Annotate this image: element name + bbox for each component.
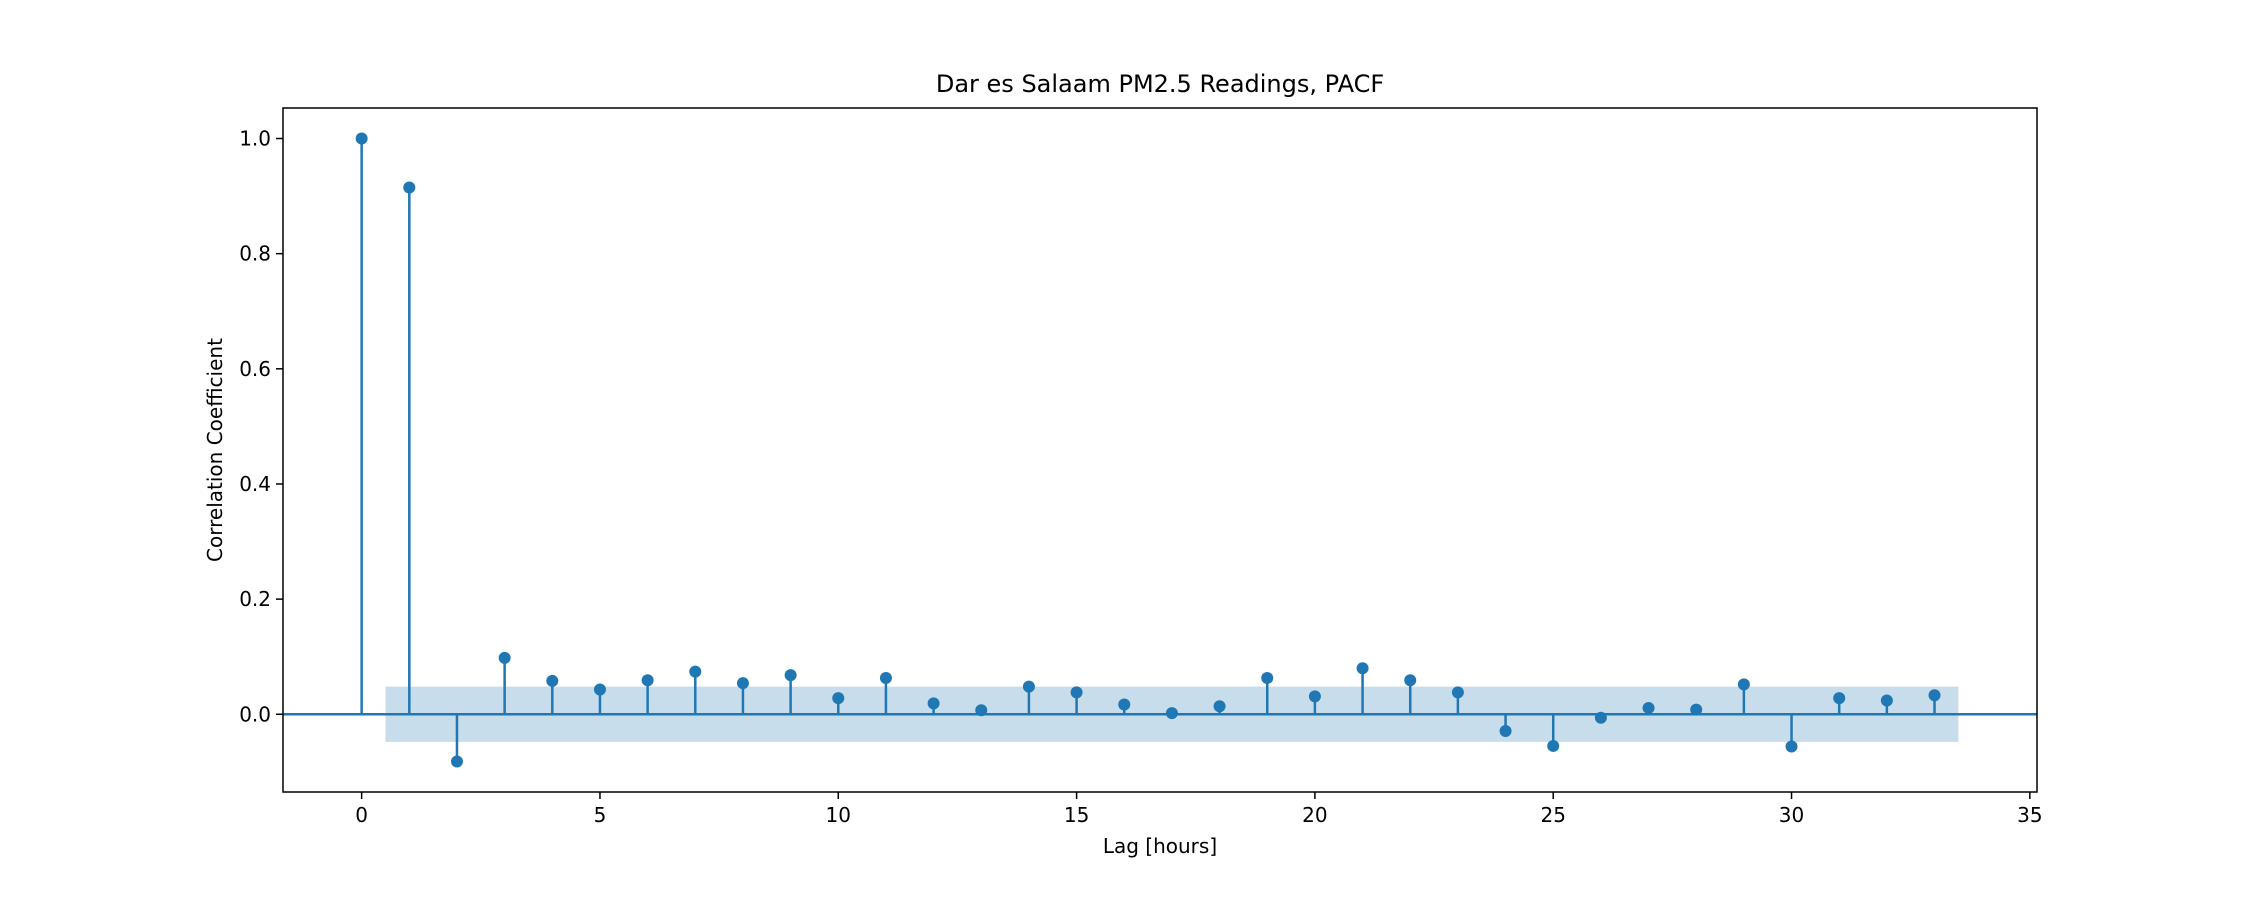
marker-lag-18 — [1213, 700, 1226, 713]
y-tick-label: 0.0 — [239, 702, 271, 726]
marker-lag-30 — [1785, 740, 1798, 753]
plot-frame — [282, 107, 2038, 793]
marker-lag-2 — [450, 755, 463, 768]
marker-lag-20 — [1308, 690, 1321, 703]
x-axis-label: Lag [hours] — [1103, 834, 1217, 858]
marker-lag-11 — [879, 672, 892, 684]
marker-lag-7 — [689, 665, 702, 678]
marker-lag-26 — [1594, 711, 1607, 724]
y-tick-label: 0.6 — [239, 357, 271, 381]
x-tick-label: 25 — [1540, 803, 1565, 827]
marker-lag-27 — [1642, 701, 1655, 714]
x-tick-label: 0 — [355, 803, 368, 827]
marker-lag-1 — [403, 181, 416, 194]
x-tick-label: 30 — [1779, 803, 1804, 827]
marker-lag-24 — [1499, 724, 1512, 737]
chart-title: Dar es Salaam PM2.5 Readings, PACF — [936, 70, 1384, 98]
y-tick-label: 1.0 — [239, 127, 271, 151]
marker-lag-15 — [1070, 686, 1083, 699]
x-tick-label: 20 — [1302, 803, 1327, 827]
marker-lag-8 — [736, 677, 749, 690]
marker-lag-0 — [355, 132, 368, 145]
marker-lag-3 — [498, 651, 511, 664]
marker-lag-29 — [1737, 678, 1750, 691]
y-tick-label: 0.8 — [239, 242, 271, 266]
marker-lag-22 — [1404, 674, 1417, 687]
marker-lag-23 — [1451, 686, 1464, 699]
marker-lag-16 — [1118, 698, 1131, 711]
marker-lag-6 — [641, 674, 654, 687]
marker-lag-28 — [1690, 703, 1703, 716]
marker-lag-13 — [975, 704, 988, 717]
x-tick-label: 35 — [2017, 803, 2042, 827]
y-tick-label: 0.2 — [239, 587, 271, 611]
marker-lag-32 — [1880, 694, 1893, 707]
marker-lag-10 — [832, 692, 845, 705]
marker-lag-33 — [1928, 689, 1941, 702]
x-tick-label: 15 — [1064, 803, 1089, 827]
markers-layer — [355, 132, 1941, 768]
marker-lag-12 — [927, 697, 940, 710]
marker-lag-14 — [1022, 680, 1035, 693]
marker-lag-19 — [1261, 672, 1274, 684]
marker-lag-21 — [1356, 662, 1369, 675]
x-tick-label: 5 — [594, 803, 607, 827]
marker-lag-9 — [784, 669, 797, 682]
marker-lag-31 — [1833, 692, 1846, 705]
y-axis-label: Correlation Coefficient — [203, 338, 227, 562]
marker-lag-4 — [546, 674, 559, 687]
marker-lag-17 — [1165, 707, 1178, 720]
marker-lag-25 — [1547, 739, 1560, 752]
y-tick-label: 0.4 — [239, 472, 271, 496]
stems-layer — [283, 138, 2037, 762]
ticks-layer: 0 5 10 15 20 25 30 35 0.0 0.2 0.4 0.6 0.8 1.0 — [239, 127, 2042, 827]
marker-lag-5 — [593, 683, 606, 696]
x-tick-label: 10 — [826, 803, 851, 827]
